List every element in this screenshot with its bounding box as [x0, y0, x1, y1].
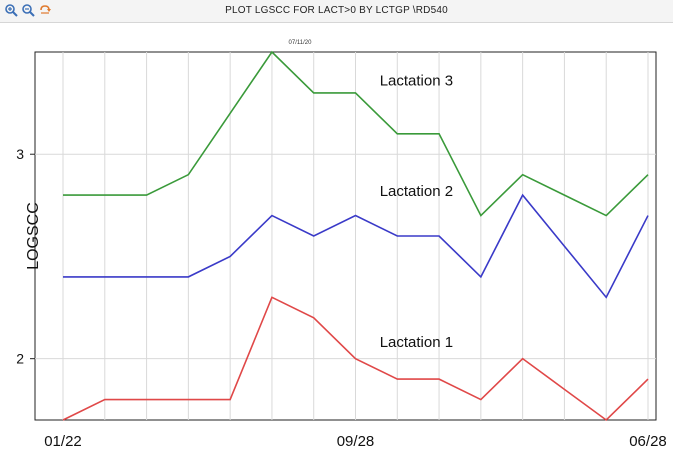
reset-icon[interactable] — [38, 3, 52, 17]
toolbar-icons — [4, 3, 52, 17]
y-axis-label: LOGSCC — [25, 202, 42, 270]
plot-area — [34, 51, 657, 421]
series-label: Lactation 1 — [380, 334, 453, 351]
zoom-out-icon[interactable] — [21, 3, 35, 17]
y-tick-label: 3 — [16, 146, 24, 162]
y-tick-label: 2 — [16, 351, 24, 367]
x-tick-label: 01/22 — [44, 433, 82, 450]
window-title: PLOT LGSCC FOR LACT>0 BY LCTGP \RD540 — [225, 5, 448, 16]
series-label: Lactation 3 — [380, 72, 453, 89]
x-tick-label: 06/28 — [629, 433, 667, 450]
series-label: Lactation 2 — [380, 183, 453, 200]
x-tick-label: 09/28 — [337, 433, 375, 450]
zoom-in-icon[interactable] — [4, 3, 18, 17]
window-titlebar: PLOT LGSCC FOR LACT>0 BY LCTGP \RD540 — [0, 0, 673, 23]
date-stamp: 07/11/20 — [288, 40, 312, 46]
